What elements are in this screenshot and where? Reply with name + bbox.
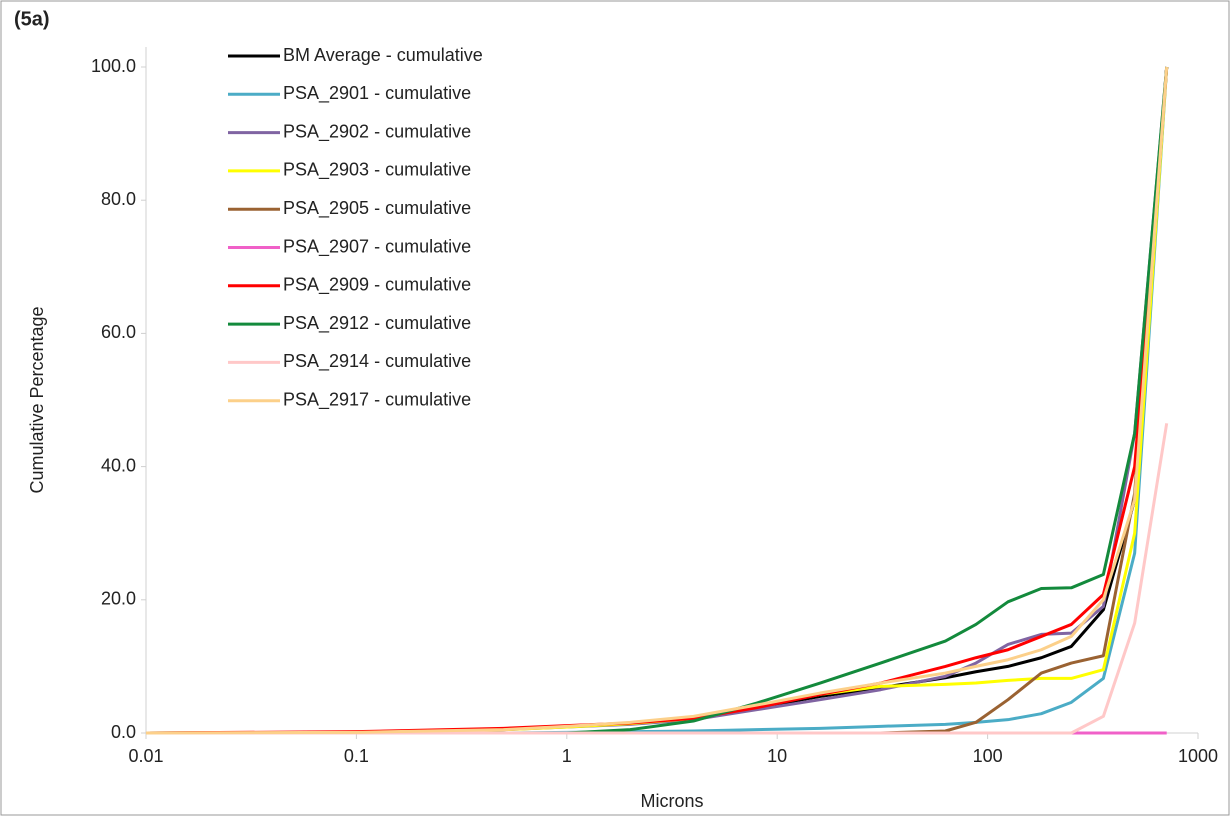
x-tick-label: 0.1 bbox=[344, 746, 369, 766]
legend-label: PSA_2914 - cumulative bbox=[283, 351, 471, 372]
legend-label: PSA_2917 - cumulative bbox=[283, 389, 471, 410]
x-tick-label: 100 bbox=[973, 746, 1003, 766]
y-tick-label: 100.0 bbox=[91, 56, 136, 76]
y-tick-label: 60.0 bbox=[101, 322, 136, 342]
legend-label: BM Average - cumulative bbox=[283, 45, 483, 65]
legend-label: PSA_2905 - cumulative bbox=[283, 198, 471, 219]
series-line bbox=[146, 423, 1169, 735]
legend-label: PSA_2901 - cumulative bbox=[283, 83, 471, 104]
y-tick-label: 80.0 bbox=[101, 189, 136, 209]
x-axis-label: Microns bbox=[640, 791, 703, 811]
y-tick-label: 0.0 bbox=[111, 722, 136, 742]
y-axis-label: Cumulative Percentage bbox=[27, 306, 47, 493]
y-tick-label: 40.0 bbox=[101, 455, 136, 475]
legend-label: PSA_2902 - cumulative bbox=[283, 121, 471, 142]
x-tick-label: 10 bbox=[767, 746, 787, 766]
x-tick-label: 0.01 bbox=[128, 746, 163, 766]
legend-label: PSA_2912 - cumulative bbox=[283, 313, 471, 334]
x-tick-label: 1000 bbox=[1178, 746, 1218, 766]
legend-label: PSA_2907 - cumulative bbox=[283, 236, 471, 257]
x-tick-label: 1 bbox=[562, 746, 572, 766]
series-line bbox=[145, 66, 1169, 735]
legend-label: PSA_2903 - cumulative bbox=[283, 160, 471, 181]
y-tick-label: 20.0 bbox=[101, 589, 136, 609]
chart-title: (5a) bbox=[14, 8, 50, 30]
legend-label: PSA_2909 - cumulative bbox=[283, 275, 471, 296]
